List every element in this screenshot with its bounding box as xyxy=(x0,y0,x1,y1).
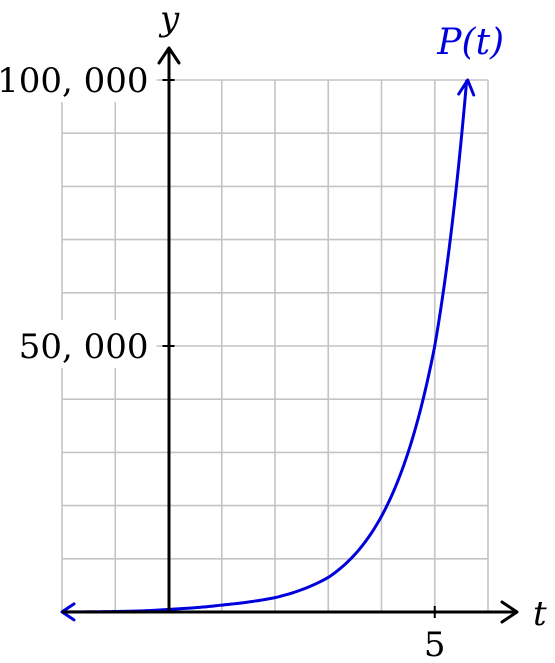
y-tick-label: 50, 000 xyxy=(19,327,149,367)
series-end-arrow xyxy=(457,78,476,97)
y-tick-label-bg xyxy=(4,54,157,102)
y-axis-arrow xyxy=(157,46,181,65)
x-tick-label-bg xyxy=(418,626,451,662)
x-axis-label: t xyxy=(533,594,547,634)
grid xyxy=(61,79,489,613)
x-axis-arrow xyxy=(500,600,519,624)
tick-labels: 5 50, 000 100, 000 xyxy=(0,54,451,663)
y-tick-label-bg xyxy=(4,320,157,368)
y-tick-label: 100, 000 xyxy=(0,61,149,101)
series-label: P(t) xyxy=(436,22,504,63)
axis-ticks xyxy=(162,79,436,618)
y-axis-label: y xyxy=(158,0,180,39)
x-tick-label: 5 xyxy=(424,625,446,663)
